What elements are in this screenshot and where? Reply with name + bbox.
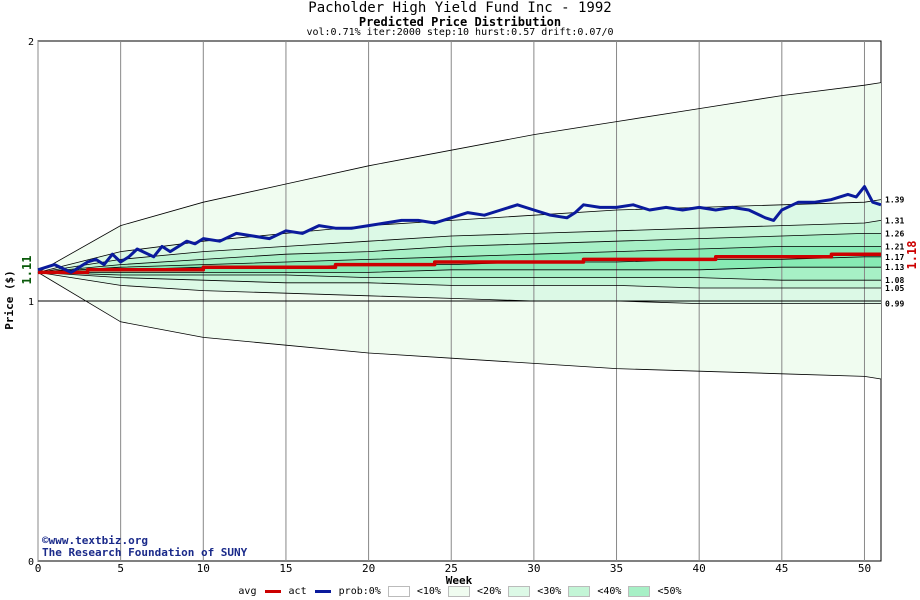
percentile-curve <box>37 272 881 289</box>
right-percentile-label: 1.13 <box>885 263 904 272</box>
x-axis-title: Week <box>446 574 473 587</box>
legend-band-swatch <box>508 586 531 597</box>
percentile-curve <box>37 272 881 304</box>
x-tick-label: 25 <box>445 562 458 575</box>
x-tick-label: 20 <box>362 562 375 575</box>
series-line-avg <box>38 252 881 275</box>
y-tick-label: 1 <box>28 297 34 308</box>
right-percentile-label: 1.21 <box>885 242 904 251</box>
x-tick-label: 45 <box>775 562 788 575</box>
x-tick-label: 5 <box>117 562 124 575</box>
x-tick-label: 0 <box>35 562 42 575</box>
percentile-curve <box>37 246 881 273</box>
legend-band-swatch <box>387 586 410 597</box>
start-value-label: 1.11 <box>20 256 34 285</box>
legend-act-swatch <box>314 590 331 593</box>
site-credit: ©www.textbiz.org <box>42 534 148 547</box>
legend-band-swatch <box>628 586 651 597</box>
x-tick-label: 30 <box>527 562 540 575</box>
percentile-curve <box>38 266 881 273</box>
percentile-curve <box>37 220 882 273</box>
y-tick-label: 0 <box>28 557 34 568</box>
legend-band-label: <20% <box>477 586 502 597</box>
x-tick-label: 10 <box>197 562 210 575</box>
legend-avg-label: avg <box>238 586 257 597</box>
legend-band-swatch <box>448 586 470 597</box>
x-tick-label: 40 <box>693 562 706 575</box>
series-line-act <box>37 185 882 274</box>
y-axis-title: Price ($) <box>3 270 16 330</box>
right-percentile-label: 1.39 <box>885 196 904 205</box>
legend-band-label: <50% <box>657 586 682 597</box>
chart-parameters: vol:0.71% iter:2000 step:10 hurst:0.57 d… <box>306 27 614 38</box>
x-tick-label: 50 <box>858 562 871 575</box>
right-percentile-label: 1.26 <box>885 229 904 238</box>
right-percentile-label: 1.05 <box>885 284 904 293</box>
x-tick-label: 35 <box>610 562 623 575</box>
legend-band-label: <40% <box>597 586 622 597</box>
percentile-curve <box>37 233 881 273</box>
axis-labels: 0 5 10 15 20 25 30 35 40 45 50 0 1 2 <box>28 37 871 575</box>
right-percentile-label: 1.08 <box>885 276 904 285</box>
legend-act-label: act <box>288 586 307 597</box>
legend-band-swatch <box>568 586 591 597</box>
current-value-label: 1.18 <box>905 241 919 270</box>
right-percentile-label: 1.17 <box>885 253 904 262</box>
percentile-curve <box>37 82 882 273</box>
percentile-curves <box>37 82 882 380</box>
right-percentile-label: 1.31 <box>885 216 904 225</box>
right-percentile-labels: 1.39 1.31 1.26 1.21 1.171.13 1.081.05 0.99 <box>885 196 904 309</box>
x-tick-label: 15 <box>279 562 292 575</box>
chart-subtitle: Predicted Price Distribution <box>358 15 562 29</box>
percentile-curve <box>37 272 882 380</box>
legend-band-label: <30% <box>537 586 562 597</box>
y-tick-label: 2 <box>28 37 34 48</box>
percentile-curve <box>37 272 881 281</box>
legend-prob-label: prob:0% <box>338 586 381 597</box>
chart-title: Pacholder High Yield Fund Inc - 1992 <box>308 0 612 16</box>
org-credit: The Research Foundation of SUNY <box>42 546 248 559</box>
right-percentile-label: 0.99 <box>885 300 904 309</box>
legend-avg-swatch <box>264 590 281 593</box>
price-series <box>37 185 882 275</box>
legend-band-label: <10% <box>416 586 441 597</box>
legend: avg act prob:0% <10% <20% <30% <40% <50% <box>0 586 920 598</box>
